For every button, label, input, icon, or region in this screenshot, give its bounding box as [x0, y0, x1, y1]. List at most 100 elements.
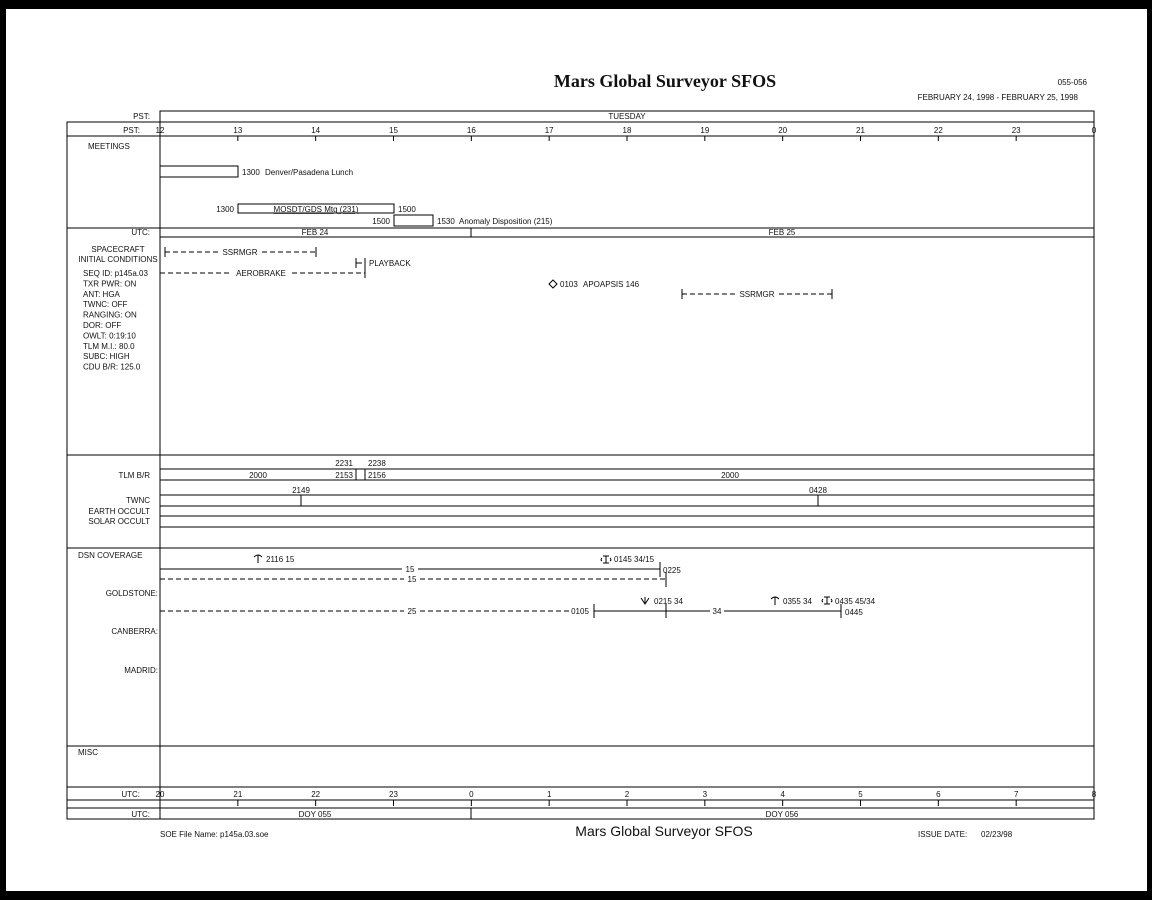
antenna-rise-icon [253, 554, 263, 563]
utc-hour-tick-label: 2 [625, 790, 630, 799]
utc-hour-tick-label: 5 [858, 790, 863, 799]
svg-text:0435 45/34: 0435 45/34 [835, 597, 876, 606]
svg-text:0215 34: 0215 34 [654, 597, 683, 606]
tlm-value: 2000 [249, 471, 267, 480]
meeting-mosdt-title: MOSDT/GDS Mtg (231) [274, 205, 359, 214]
utc-hour-tick-label: 1 [547, 790, 552, 799]
initial-condition: TLM M.I.: 80.0 [83, 342, 135, 351]
svg-text:25: 25 [408, 607, 417, 616]
pst-hour-tick-label: 0 [1092, 126, 1097, 135]
pst-hour-tick-label: 16 [467, 126, 476, 135]
doy-055: DOY 055 [299, 810, 332, 819]
utc-date-feb24: FEB 24 [302, 228, 329, 237]
pst-hour-tick-label: 13 [233, 126, 242, 135]
pst-hour-tick-label: 17 [545, 126, 554, 135]
soe-file-name: SOE File Name: p145a.03.soe [160, 830, 269, 839]
meeting-mosdt-start: 1300 [216, 205, 234, 214]
meetings-label: MEETINGS [88, 142, 130, 151]
svg-text:0105: 0105 [571, 607, 589, 616]
svg-text:0225: 0225 [663, 566, 681, 575]
utc-hour-tick-label: 7 [1014, 790, 1019, 799]
utc-hour-tick-label: 21 [233, 790, 242, 799]
misc-label: MISC [78, 748, 98, 757]
pst-day: TUESDAY [608, 112, 646, 121]
pst-hour-tick-label: 15 [389, 126, 398, 135]
utc-hour-axis: 20 21 22 23 0 1 2 3 4 5 6 7 8 [156, 790, 1097, 806]
twnc-mark: 0428 [809, 486, 827, 495]
utc-date-feb25: FEB 25 [769, 228, 796, 237]
utc-date-label: UTC: [131, 228, 150, 237]
sfos-sheet [6, 9, 1147, 891]
handover-icon [600, 555, 612, 564]
pst-day-label: PST: [133, 112, 150, 121]
meeting-bar-lunch [159, 165, 239, 178]
svg-text:0103: 0103 [560, 280, 578, 289]
doc-number: 055-056 [1058, 78, 1088, 87]
twnc-mark: 2149 [292, 486, 310, 495]
utc-hour-tick-label: 22 [311, 790, 320, 799]
date-range: FEBRUARY 24, 1998 - FEBRUARY 25, 1998 [918, 93, 1079, 102]
event-ssrmgr-1: SSRMGR [164, 247, 317, 257]
utc-hour-tick-label: 6 [936, 790, 941, 799]
initial-condition: SUBC: HIGH [83, 352, 130, 361]
pst-hour-tick-label: 23 [1012, 126, 1021, 135]
event-apoapsis: 0103 APOAPSIS 146 [548, 279, 640, 289]
pst-hour-tick-label: 14 [311, 126, 320, 135]
svg-text:0145 34/15: 0145 34/15 [614, 555, 655, 564]
pst-hour-tick-label: 18 [623, 126, 632, 135]
footer-title: Mars Global Surveyor SFOS [575, 823, 752, 839]
event-playback: PLAYBACK [355, 258, 411, 268]
initial-conditions-label: INITIAL CONDITIONS [78, 255, 157, 264]
svg-text:15: 15 [406, 565, 415, 574]
madrid-label: MADRID: [124, 666, 158, 675]
meeting-bar-anomaly [393, 214, 434, 227]
tlm-mark: 2153 [335, 471, 353, 480]
tlm-mark: 2156 [368, 471, 386, 480]
event-aerobrake: AEROBRAKE [160, 258, 366, 278]
dsn-pass-2: 25 0105 0215 34 34 0355 34 0435 45/34 04… [160, 596, 876, 618]
initial-condition: CDU B/R: 125.0 [83, 363, 141, 372]
initial-condition: TXR PWR: ON [83, 279, 137, 288]
meeting-lunch-end: 1300 [242, 168, 260, 177]
utc-hour-tick-label: 23 [389, 790, 398, 799]
utc-hour-tick-label: 3 [703, 790, 708, 799]
tlm-mark: 2231 [335, 459, 353, 468]
dsn-coverage-label: DSN COVERAGE [78, 551, 142, 560]
apoapsis-diamond-icon [548, 279, 558, 289]
issue-date: 02/23/98 [981, 830, 1013, 839]
utc-hour-tick-label: 0 [469, 790, 474, 799]
solar-occult-label: SOLAR OCCULT [88, 517, 150, 526]
pst-hour-tick-label: 21 [856, 126, 865, 135]
schedule-frame [66, 121, 1095, 820]
tlm-value: 2000 [721, 471, 739, 480]
meeting-bar-mosdt [237, 203, 395, 214]
svg-text:AEROBRAKE: AEROBRAKE [236, 269, 286, 278]
meeting-anomaly-start: 1500 [372, 217, 390, 226]
handover-icon [821, 596, 833, 605]
pst-hour-tick-label: 22 [934, 126, 943, 135]
canberra-label: CANBERRA: [111, 627, 158, 636]
svg-text:34: 34 [713, 607, 722, 616]
meeting-mosdt-end: 1500 [398, 205, 416, 214]
svg-text:SSRMGR: SSRMGR [739, 290, 774, 299]
initial-condition: DOR: OFF [83, 321, 121, 330]
utc-hour-tick-label: 4 [780, 790, 785, 799]
utc-doy-label: UTC: [131, 810, 150, 819]
initial-condition: ANT: HGA [83, 290, 121, 299]
initial-condition: SEQ ID: p145a.03 [83, 269, 148, 278]
dsn-pass-1: 2116 15 0145 34/15 15 0225 15 [160, 554, 681, 587]
initial-condition: OWLT: 0:19:10 [83, 331, 136, 340]
twnc-label: TWNC [126, 496, 150, 505]
svg-text:SSRMGR: SSRMGR [222, 248, 257, 257]
event-ssrmgr-2: SSRMGR [681, 289, 833, 299]
svg-text:15: 15 [408, 575, 417, 584]
earth-occult-label: EARTH OCCULT [89, 507, 151, 516]
utc-hour-tick-label: 20 [156, 790, 165, 799]
spacecraft-label: SPACECRAFT [91, 245, 144, 254]
svg-text:APOAPSIS 146: APOAPSIS 146 [583, 280, 640, 289]
initial-condition: RANGING: ON [83, 311, 137, 320]
svg-text:0445: 0445 [845, 608, 863, 617]
